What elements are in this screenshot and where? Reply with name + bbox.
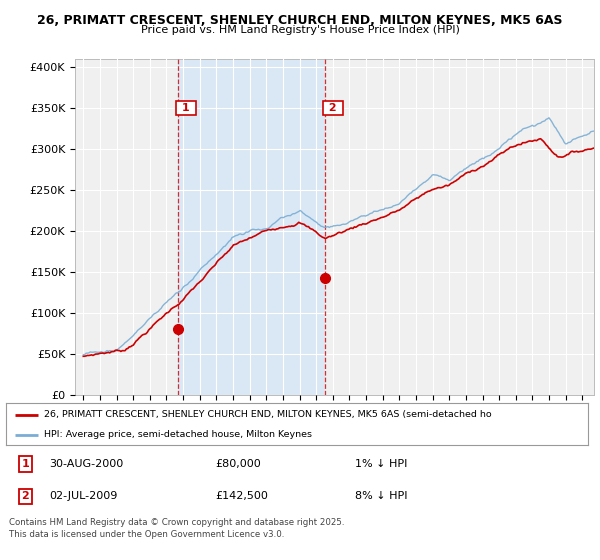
Text: Contains HM Land Registry data © Crown copyright and database right 2025.
This d: Contains HM Land Registry data © Crown c… xyxy=(9,518,344,539)
Bar xyxy=(178,59,325,395)
Text: 02-JUL-2009: 02-JUL-2009 xyxy=(50,491,118,501)
Text: 26, PRIMATT CRESCENT, SHENLEY CHURCH END, MILTON KEYNES, MK5 6AS (semi-detached : 26, PRIMATT CRESCENT, SHENLEY CHURCH END… xyxy=(44,410,491,419)
Text: 2: 2 xyxy=(325,103,341,113)
Text: 26, PRIMATT CRESCENT, SHENLEY CHURCH END, MILTON KEYNES, MK5 6AS: 26, PRIMATT CRESCENT, SHENLEY CHURCH END… xyxy=(37,14,563,27)
Text: 30-AUG-2000: 30-AUG-2000 xyxy=(50,459,124,469)
Text: 1: 1 xyxy=(22,459,29,469)
Text: HPI: Average price, semi-detached house, Milton Keynes: HPI: Average price, semi-detached house,… xyxy=(44,430,312,439)
Text: 2: 2 xyxy=(22,491,29,501)
Text: 8% ↓ HPI: 8% ↓ HPI xyxy=(355,491,408,501)
Text: £142,500: £142,500 xyxy=(215,491,268,501)
Text: Price paid vs. HM Land Registry's House Price Index (HPI): Price paid vs. HM Land Registry's House … xyxy=(140,25,460,35)
Text: 1: 1 xyxy=(178,103,194,113)
Text: £80,000: £80,000 xyxy=(215,459,261,469)
Text: 1% ↓ HPI: 1% ↓ HPI xyxy=(355,459,407,469)
